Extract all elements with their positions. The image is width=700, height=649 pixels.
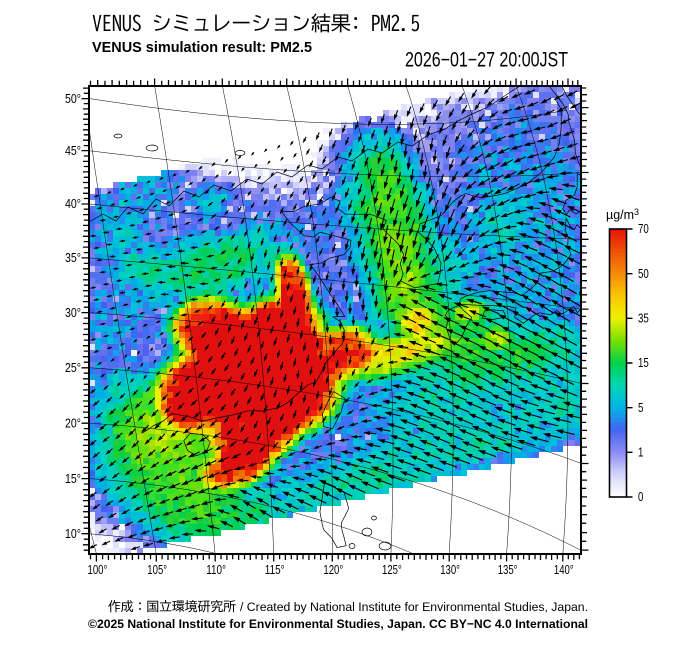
svg-text:50: 50 [638, 267, 649, 281]
svg-text:130°: 130° [440, 563, 460, 577]
svg-text:5: 5 [638, 401, 643, 415]
svg-text:25°: 25° [65, 361, 81, 375]
svg-text:2026−01−27 20:00JST: 2026−01−27 20:00JST [405, 49, 568, 72]
svg-text:0: 0 [638, 490, 643, 504]
svg-text:35: 35 [638, 312, 649, 326]
svg-text:1: 1 [638, 446, 643, 460]
svg-text:10°: 10° [65, 527, 81, 541]
svg-text:120°: 120° [323, 563, 343, 577]
svg-text:115°: 115° [265, 563, 285, 577]
svg-text:30°: 30° [65, 306, 81, 320]
svg-text:50°: 50° [65, 92, 81, 106]
svg-text:105°: 105° [147, 563, 167, 577]
svg-text:70: 70 [638, 222, 649, 236]
svg-text:110°: 110° [206, 563, 226, 577]
svg-text:100°: 100° [88, 563, 108, 577]
svg-text:VENUS simulation result: PM2.5: VENUS simulation result: PM2.5 [92, 40, 312, 56]
svg-text:/ Created by National Institut: / Created by National Institute for Envi… [240, 600, 588, 614]
svg-text:15: 15 [638, 356, 649, 370]
svg-text:©2025 National Institute for E: ©2025 National Institute for Environment… [88, 617, 588, 631]
svg-text:35°: 35° [65, 251, 81, 265]
svg-text:135°: 135° [498, 563, 518, 577]
svg-text:125°: 125° [382, 563, 402, 577]
svg-text:µg/m3: µg/m3 [606, 207, 639, 222]
svg-text:20°: 20° [65, 416, 81, 430]
svg-text:45°: 45° [65, 144, 81, 158]
svg-text:140°: 140° [554, 563, 574, 577]
svg-text:15°: 15° [65, 472, 81, 486]
svg-text:40°: 40° [65, 197, 81, 211]
